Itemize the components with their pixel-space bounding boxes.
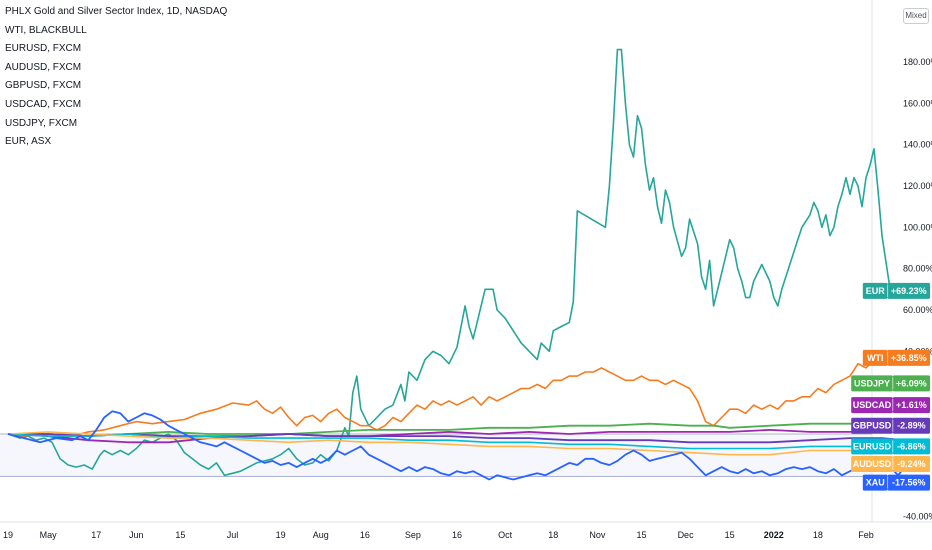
- series-line-wti[interactable]: [7, 356, 903, 439]
- x-tick-label: May: [40, 530, 58, 540]
- x-tick-label: Jul: [227, 530, 239, 540]
- x-tick-label: 16: [360, 530, 370, 540]
- value-tag-name: EURUSD: [853, 441, 892, 451]
- value-tag-value: -6.86%: [897, 441, 926, 451]
- legend: PHLX Gold and Silver Sector Index, 1D, N…: [5, 3, 227, 152]
- series-line-usdjpy[interactable]: [8, 421, 903, 437]
- value-tag-value: -2.89%: [897, 421, 926, 431]
- legend-item-wti[interactable]: WTI, BLACKBULL: [5, 24, 87, 36]
- value-tag-wti: WTI +36.85%: [862, 349, 930, 366]
- x-tick-label: 15: [636, 530, 646, 540]
- x-tick-label: 19: [3, 530, 13, 540]
- x-tick-label: 19: [276, 530, 286, 540]
- legend-item-main[interactable]: PHLX Gold and Silver Sector Index, 1D, N…: [5, 6, 228, 17]
- x-tick-label: Oct: [498, 530, 513, 540]
- value-tag-value: +6.09%: [896, 378, 927, 388]
- series-line-xau[interactable]: [7, 410, 903, 481]
- y-tick-label: 80.00%: [903, 264, 932, 274]
- value-tag-name: WTI: [867, 353, 884, 363]
- y-tick-label: 160.00%: [903, 98, 932, 108]
- x-tick-label: Jun: [129, 530, 144, 540]
- series-lines: [7, 48, 903, 481]
- value-tag-eurusd: EURUSD -6.86%: [851, 438, 930, 455]
- y-tick-label: -40.00%: [903, 512, 932, 522]
- value-tag-value: -17.56%: [892, 478, 926, 488]
- x-tick-label: 2022: [764, 530, 784, 540]
- y-tick-label: 120.00%: [903, 181, 932, 191]
- legend-item-usdcad[interactable]: USDCAD, FXCM: [5, 98, 82, 110]
- value-tag-audusd: AUDUSD -9.24%: [851, 455, 930, 472]
- series-value-tags: EUR +69.23% WTI +36.85% USDJPY +6.09% USDCAD +1…: [851, 282, 930, 491]
- value-tag-name: USDJPY: [854, 378, 890, 388]
- y-tick-label: 180.00%: [903, 57, 932, 67]
- legend-item-audusd[interactable]: AUDUSD, FXCM: [5, 61, 82, 73]
- y-tick-label: 100.00%: [903, 222, 932, 232]
- value-tag-name: AUDUSD: [853, 459, 892, 469]
- value-tag-name: USDCAD: [853, 400, 892, 410]
- x-tick-label: 15: [175, 530, 185, 540]
- x-tick-label: 17: [91, 530, 101, 540]
- legend-item-usdjpy[interactable]: USDJPY, FXCM: [5, 117, 78, 129]
- legend-item-eurusd[interactable]: EURUSD, FXCM: [5, 43, 82, 55]
- value-tag-value: -9.24%: [897, 459, 926, 469]
- x-tick-label: 18: [813, 530, 823, 540]
- series-line-audusd[interactable]: [7, 431, 903, 456]
- value-tag-xau: XAU -17.56%: [862, 474, 930, 491]
- value-tag-name: GBPUSD: [853, 421, 892, 431]
- x-tick-label: Aug: [313, 530, 329, 540]
- value-tag-value: +69.23%: [891, 286, 927, 296]
- legend-item-gbpusd[interactable]: GBPUSD, FXCM: [5, 80, 82, 92]
- x-tick-label: 16: [452, 530, 462, 540]
- x-tick-label: Dec: [678, 530, 695, 540]
- value-tag-value: +1.61%: [896, 400, 927, 410]
- series-line-usdcad[interactable]: [7, 429, 903, 444]
- x-tick-label: Nov: [589, 530, 606, 540]
- time-axis[interactable]: 19 May 17 Jun 15 Jul 19 Aug 16 Sep 16 Oct 18 Nov 15 Dec…: [3, 530, 874, 540]
- y-tick-label: 140.00%: [903, 140, 932, 150]
- series-line-eur[interactable]: [7, 48, 903, 477]
- value-tag-value: +36.85%: [891, 353, 927, 363]
- x-tick-label: 18: [548, 530, 558, 540]
- x-tick-label: 15: [725, 530, 735, 540]
- x-tick-label: Sep: [405, 530, 421, 540]
- value-tag-eur: EUR +69.23%: [862, 282, 930, 299]
- x-tick-label: Feb: [858, 530, 874, 540]
- value-tag-name: XAU: [866, 478, 885, 488]
- series-line-gbpusd[interactable]: [8, 433, 903, 444]
- legend-item-eur[interactable]: EUR, ASX: [5, 136, 52, 148]
- value-tag-name: EUR: [866, 286, 886, 296]
- y-tick-label: 60.00%: [903, 305, 932, 315]
- value-tag-gbpusd: GBPUSD -2.89%: [851, 417, 930, 434]
- value-tag-usdcad: USDCAD +1.61%: [851, 397, 930, 414]
- scale-mode-button[interactable]: Mixed: [903, 8, 929, 24]
- value-tag-usdjpy: USDJPY +6.09%: [851, 375, 930, 392]
